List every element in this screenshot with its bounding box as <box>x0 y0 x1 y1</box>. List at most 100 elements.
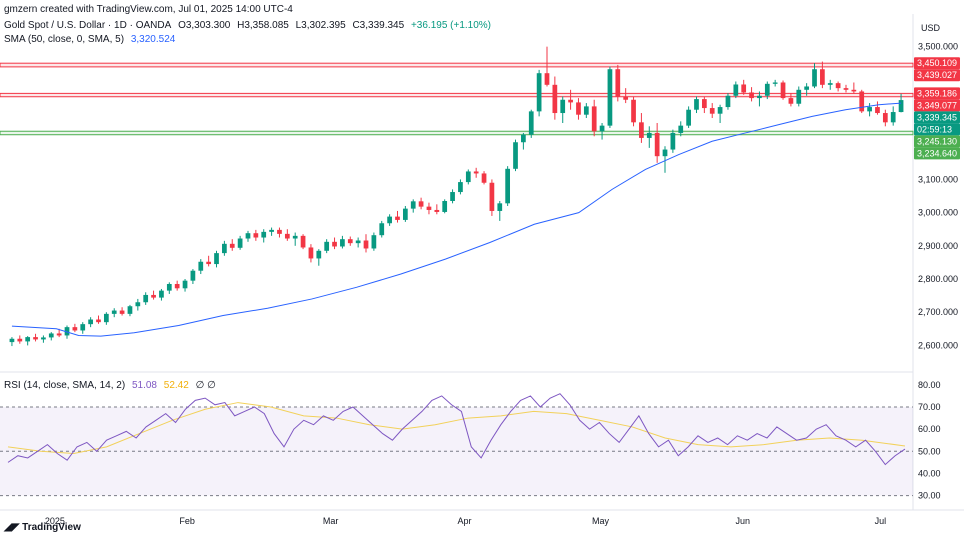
candle-body <box>72 327 78 331</box>
candle-body <box>190 270 196 281</box>
candle-body <box>174 283 180 289</box>
candle-body <box>505 168 511 204</box>
candle-body <box>694 99 699 110</box>
tradingview-icon: ◢◤ <box>4 522 23 533</box>
candle-body <box>851 89 857 92</box>
price-tick-label: 2,900.000 <box>918 241 958 251</box>
candle-body <box>473 171 479 174</box>
currency-label[interactable]: USD <box>921 23 941 33</box>
price-tag <box>914 69 960 82</box>
candle-body <box>96 319 101 323</box>
rsi-label[interactable]: RSI (14, close, SMA, 14, 2) <box>4 380 126 391</box>
price-tag-label: 3,245.130 <box>917 136 957 146</box>
price-tag <box>914 57 960 70</box>
price-tag-label: 3,349.077 <box>917 100 957 110</box>
price-tag <box>914 111 960 124</box>
candle-body <box>576 102 581 115</box>
time-tick-label: May <box>592 516 610 526</box>
candle-body <box>41 337 46 340</box>
candle-body <box>402 208 408 220</box>
candle-body <box>757 95 762 99</box>
candle-body <box>253 233 259 238</box>
time-tick-label: Feb <box>179 516 195 526</box>
candle-body <box>434 209 440 212</box>
time-tick-label: 2025 <box>45 516 65 526</box>
candle-body <box>513 142 518 169</box>
candle-body <box>410 201 416 209</box>
candle-body <box>875 107 880 114</box>
low-value: L3,302.395 <box>295 20 346 31</box>
candle-body <box>103 313 109 323</box>
candle-body <box>678 125 684 133</box>
price-tick-label: 3,000.000 <box>918 208 958 218</box>
price-tag <box>914 87 960 100</box>
candle-body <box>820 69 825 85</box>
candle-body <box>206 261 212 265</box>
candle-body <box>363 240 369 249</box>
candle-body <box>623 96 629 100</box>
open-value: O3,303.300 <box>178 20 231 31</box>
candle-body <box>749 92 754 99</box>
candle-body <box>560 99 566 114</box>
price-tick-label: 2,600.000 <box>918 340 958 350</box>
candle-body <box>544 73 550 85</box>
candle-body <box>127 306 133 314</box>
candle-body <box>151 294 156 298</box>
candle-body <box>229 243 235 248</box>
candle-body <box>25 337 31 342</box>
candle-body <box>277 229 282 234</box>
brand-label: TradingView <box>22 522 81 533</box>
rsi-tick-label: 40.00 <box>918 468 941 478</box>
price-tick-label: 2,700.000 <box>918 307 958 317</box>
candle-body <box>450 192 455 201</box>
rsi-pane <box>0 393 913 497</box>
candle-body <box>347 239 353 244</box>
candle-body <box>284 233 290 239</box>
rsi-tick-label: 30.00 <box>918 491 941 501</box>
candle-body <box>33 337 38 340</box>
candle-body <box>418 201 424 207</box>
sma-line <box>11 102 902 337</box>
candle-body <box>741 84 747 93</box>
candle-body <box>536 73 542 112</box>
candle-body <box>9 338 15 343</box>
candle-body <box>615 69 621 97</box>
price-tick-label: 3,100.000 <box>918 174 958 184</box>
candle-body <box>780 82 786 99</box>
candle-body <box>646 132 652 138</box>
candle-body <box>717 107 723 114</box>
candle-body <box>458 182 463 193</box>
resistance-zone <box>0 92 914 98</box>
candle-body <box>843 88 849 90</box>
sma-label[interactable]: SMA (50, close, 0, SMA, 5) <box>4 34 125 45</box>
candle-body <box>237 238 243 248</box>
ohlc-legend: Gold Spot / U.S. Dollar · 1D · OANDA O3,… <box>4 20 495 32</box>
support-zone <box>0 130 914 136</box>
price-tag-label: 3,439.027 <box>917 70 957 80</box>
candle-body <box>497 203 503 211</box>
candle-body <box>583 106 589 115</box>
candle-body <box>552 84 558 114</box>
price-tick-label: 2,800.000 <box>918 274 958 284</box>
candle-body <box>701 99 707 109</box>
candle-body <box>898 100 904 113</box>
rsi-tick-label: 70.00 <box>918 402 941 412</box>
candle-body <box>709 108 715 114</box>
candle-body <box>111 310 117 314</box>
candle-body <box>568 99 573 103</box>
candle-body <box>56 333 62 336</box>
candle-body <box>812 69 817 87</box>
symbol-name[interactable]: Gold Spot / U.S. Dollar · 1D · OANDA <box>4 20 172 31</box>
candle-body <box>48 333 54 338</box>
candle-body <box>796 89 802 104</box>
candle-body <box>442 201 448 212</box>
sma-legend: SMA (50, close, 0, SMA, 5) 3,320.524 <box>4 34 179 46</box>
tradingview-logo[interactable]: ◢◤ TradingView <box>4 522 81 533</box>
time-tick-label: Apr <box>457 516 471 526</box>
change-value: +36.195 (+1.10%) <box>410 20 492 31</box>
candle-body <box>300 235 306 248</box>
price-tag <box>914 147 960 160</box>
candle-body <box>166 283 172 291</box>
candle-body <box>827 83 833 85</box>
